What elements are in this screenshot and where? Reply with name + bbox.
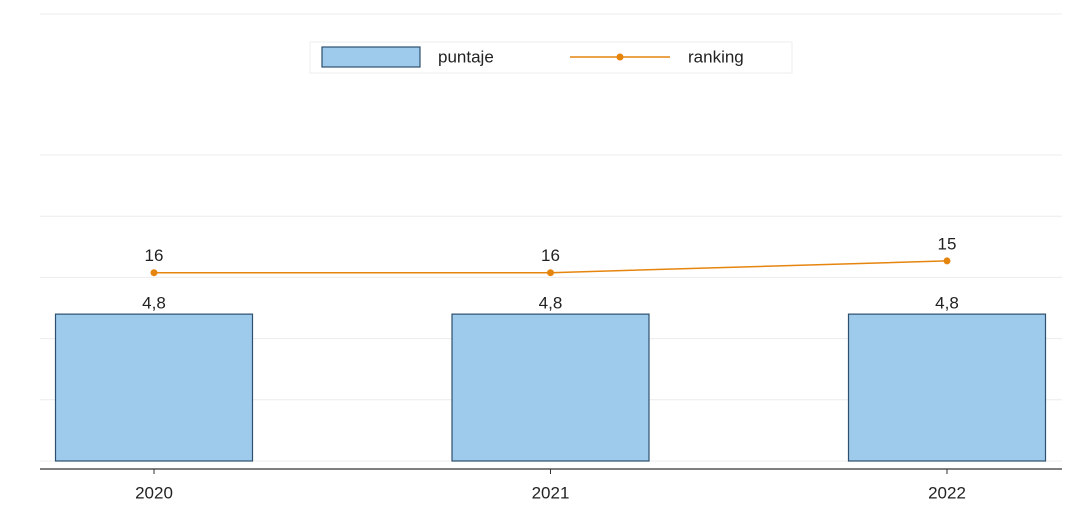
x-tick-label: 2021 — [532, 483, 570, 502]
x-tick-label: 2022 — [928, 483, 966, 502]
line-marker — [943, 257, 951, 265]
legend-label: puntaje — [438, 47, 494, 66]
line-marker — [547, 269, 554, 277]
bar — [451, 313, 650, 462]
x-tick-label: 2020 — [135, 483, 173, 502]
legend-label: ranking — [688, 47, 744, 66]
bar — [54, 313, 254, 462]
line-marker — [150, 269, 158, 277]
value-label: 4,8 — [539, 294, 563, 313]
legend-swatch-marker — [616, 53, 624, 61]
value-label: 4,8 — [142, 294, 166, 313]
value-label: 4,8 — [935, 294, 959, 313]
value-label: 16 — [145, 246, 164, 265]
bar — [847, 313, 1047, 462]
value-label: 15 — [938, 234, 957, 253]
legend-swatch — [321, 46, 421, 68]
value-label: 16 — [541, 246, 560, 265]
